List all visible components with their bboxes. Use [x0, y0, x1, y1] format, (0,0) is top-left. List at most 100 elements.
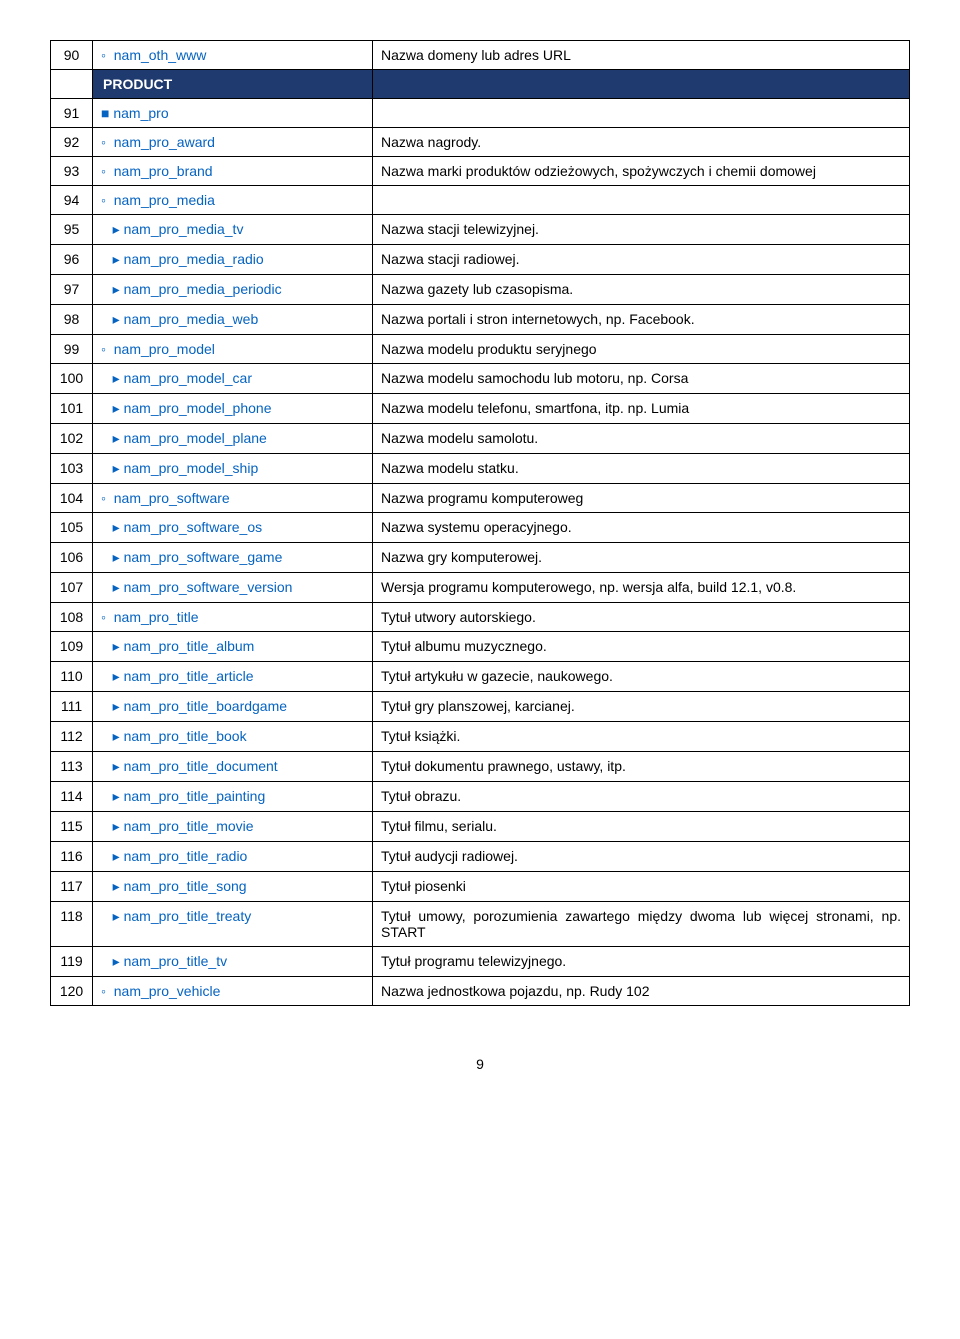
entity-name: nam_pro_model_plane: [93, 424, 373, 454]
row-number: 111: [51, 692, 93, 722]
table-row: 117nam_pro_title_songTytuł piosenki: [51, 872, 910, 902]
row-number: 90: [51, 41, 93, 70]
table-row: 104nam_pro_softwareNazwa programu komput…: [51, 484, 910, 513]
table-row: 106 nam_pro_software_game Nazwa gry komput…: [51, 543, 910, 573]
entity-name: nam_pro_award: [93, 128, 373, 157]
entity-description: Tytuł utwory autorskiego.: [373, 603, 910, 632]
entity-description: Nazwa gry komputerowej.: [373, 543, 910, 573]
entity-link[interactable]: nam_pro_media_web: [101, 311, 258, 327]
definitions-table: 90nam_oth_wwwNazwa domeny lub adres URLP…: [50, 40, 910, 1006]
entity-name: nam_pro_title_book: [93, 722, 373, 752]
entity-description: [373, 186, 910, 215]
entity-name: nam_pro_media_periodic: [93, 275, 373, 305]
table-row: 109 nam_pro_title_album Tytuł albumu muzyc…: [51, 632, 910, 662]
entity-link[interactable]: nam_pro_media: [101, 192, 215, 208]
row-number: 92: [51, 128, 93, 157]
entity-link[interactable]: nam_oth_www: [101, 47, 206, 63]
entity-link[interactable]: nam_pro_software_version: [101, 579, 292, 595]
entity-name: nam_pro_model: [93, 335, 373, 364]
table-row: 103 nam_pro_model_ship Nazwa modelu statku…: [51, 454, 910, 484]
entity-link[interactable]: nam_pro_title_article: [101, 668, 254, 684]
table-row: 120nam_pro_vehicleNazwa jednostkowa poja…: [51, 977, 910, 1006]
row-number: 106: [51, 543, 93, 573]
table-row: 105nam_pro_software_osNazwa systemu oper…: [51, 513, 910, 543]
entity-link[interactable]: nam_pro_model_plane: [101, 430, 267, 446]
entity-link[interactable]: nam_pro_title_document: [101, 758, 278, 774]
entity-link[interactable]: nam_pro_title_album: [101, 638, 254, 654]
table-row: 108nam_pro_titleTytuł utwory autorskiego…: [51, 603, 910, 632]
entity-link[interactable]: nam_pro_title_song: [101, 878, 247, 894]
entity-name: nam_pro_software_version: [93, 573, 373, 603]
row-number: 109: [51, 632, 93, 662]
entity-name: nam_pro_title_article: [93, 662, 373, 692]
entity-link[interactable]: nam_pro_award: [101, 134, 215, 150]
row-number: 107: [51, 573, 93, 603]
table-row: 111nam_pro_title_boardgameTytuł gry plan…: [51, 692, 910, 722]
entity-link[interactable]: nam_pro_vehicle: [101, 983, 220, 999]
entity-link[interactable]: nam_pro_software: [101, 490, 230, 506]
table-row: 93 nam_pro_brand Nazwa marki produktów odz…: [51, 157, 910, 186]
entity-name: nam_pro_media: [93, 186, 373, 215]
entity-description: Tytuł audycji radiowej.: [373, 842, 910, 872]
row-number: 117: [51, 872, 93, 902]
entity-description: Nazwa stacji telewizyjnej.: [373, 215, 910, 245]
entity-description: Tytuł dokumentu prawnego, ustawy, itp.: [373, 752, 910, 782]
entity-link[interactable]: nam_pro_model_ship: [101, 460, 258, 476]
table-row: 92 nam_pro_award Nazwa nagrody.: [51, 128, 910, 157]
entity-link[interactable]: nam_pro_model: [101, 341, 215, 357]
entity-name: nam_pro_model_phone: [93, 394, 373, 424]
entity-description: Tytuł filmu, serialu.: [373, 812, 910, 842]
entity-link[interactable]: nam_pro_software_os: [101, 519, 262, 535]
section-header-desc: [373, 70, 910, 99]
table-row: 116nam_pro_title_radioTytuł audycji radi…: [51, 842, 910, 872]
entity-description: Nazwa modelu statku.: [373, 454, 910, 484]
entity-description: Nazwa nagrody.: [373, 128, 910, 157]
table-row: 94 nam_pro_media: [51, 186, 910, 215]
entity-description: Tytuł książki.: [373, 722, 910, 752]
entity-description: Tytuł umowy, porozumienia zawartego międ…: [373, 902, 910, 947]
entity-link[interactable]: nam_pro_title_tv: [101, 953, 227, 969]
entity-link[interactable]: nam_pro_title_book: [101, 728, 247, 744]
row-number: 120: [51, 977, 93, 1006]
entity-link[interactable]: nam_pro_title_boardgame: [101, 698, 287, 714]
row-number: 103: [51, 454, 93, 484]
entity-link[interactable]: nam_pro_model_car: [101, 370, 252, 386]
entity-link[interactable]: nam_pro_title_treaty: [101, 908, 251, 924]
entity-link[interactable]: nam_pro: [101, 105, 169, 121]
row-number: 96: [51, 245, 93, 275]
entity-link[interactable]: nam_pro_title_radio: [101, 848, 247, 864]
entity-name: nam_pro_title_radio: [93, 842, 373, 872]
entity-name: nam_pro_title_album: [93, 632, 373, 662]
table-row: 107 nam_pro_software_version Wersja progra…: [51, 573, 910, 603]
entity-link[interactable]: nam_pro_software_game: [101, 549, 282, 565]
entity-name: nam_pro_title_painting: [93, 782, 373, 812]
row-number: 102: [51, 424, 93, 454]
entity-link[interactable]: nam_pro_media_periodic: [101, 281, 282, 297]
entity-description: Nazwa marki produktów odzieżowych, spoży…: [373, 157, 910, 186]
entity-link[interactable]: nam_pro_brand: [101, 163, 213, 179]
entity-name: nam_pro_brand: [93, 157, 373, 186]
entity-link[interactable]: nam_pro_title_painting: [101, 788, 265, 804]
section-header: PRODUCT: [93, 70, 373, 99]
entity-description: Nazwa modelu samolotu.: [373, 424, 910, 454]
row-number: 115: [51, 812, 93, 842]
entity-link[interactable]: nam_pro_title: [101, 609, 199, 625]
row-number: 93: [51, 157, 93, 186]
table-row: 98nam_pro_media_webNazwa portali i stron…: [51, 305, 910, 335]
entity-description: Nazwa modelu telefonu, smartfona, itp. n…: [373, 394, 910, 424]
row-number: 101: [51, 394, 93, 424]
row-number: 94: [51, 186, 93, 215]
entity-link[interactable]: nam_pro_model_phone: [101, 400, 271, 416]
entity-description: Wersja programu komputerowego, np. wersj…: [373, 573, 910, 603]
entity-name: nam_pro_model_car: [93, 364, 373, 394]
entity-description: Nazwa modelu produktu seryjnego: [373, 335, 910, 364]
entity-link[interactable]: nam_pro_media_tv: [101, 221, 243, 237]
entity-link[interactable]: nam_pro_media_radio: [101, 251, 264, 267]
entity-name: nam_pro_title: [93, 603, 373, 632]
table-row: 102 nam_pro_model_plane Nazwa modelu samol…: [51, 424, 910, 454]
entity-description: [373, 99, 910, 128]
entity-link[interactable]: nam_pro_title_movie: [101, 818, 254, 834]
entity-name: nam_pro: [93, 99, 373, 128]
entity-description: Tytuł albumu muzycznego.: [373, 632, 910, 662]
entity-name: nam_pro_title_song: [93, 872, 373, 902]
